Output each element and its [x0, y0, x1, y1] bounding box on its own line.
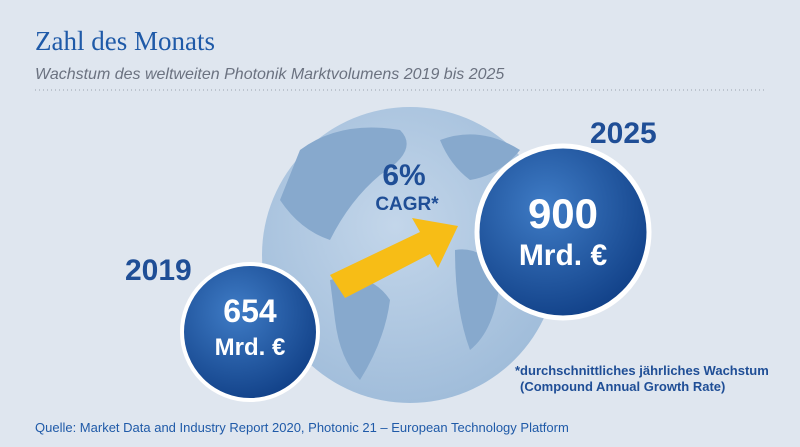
end-unit: Mrd. € — [519, 239, 608, 272]
circle-2019 — [180, 262, 320, 402]
growth-label: CAGR* — [375, 194, 439, 215]
growth-arrow — [330, 218, 458, 298]
title: Zahl des Monats — [35, 26, 215, 56]
subtitle: Wachstum des weltweiten Photonik Marktvo… — [35, 66, 504, 83]
circle-2025 — [474, 143, 652, 321]
start-unit: Mrd. € — [215, 334, 286, 361]
growth-rate: 6% — [382, 159, 425, 192]
start-value: 654 — [223, 293, 277, 329]
end-year: 2025 — [590, 117, 657, 150]
source: Quelle: Market Data and Industry Report … — [35, 420, 569, 435]
footnote: (Compound Annual Growth Rate) — [520, 379, 725, 394]
footnote: *durchschnittliches jährliches Wachstum — [515, 363, 769, 378]
start-year: 2019 — [125, 254, 192, 287]
end-value: 900 — [528, 190, 598, 237]
